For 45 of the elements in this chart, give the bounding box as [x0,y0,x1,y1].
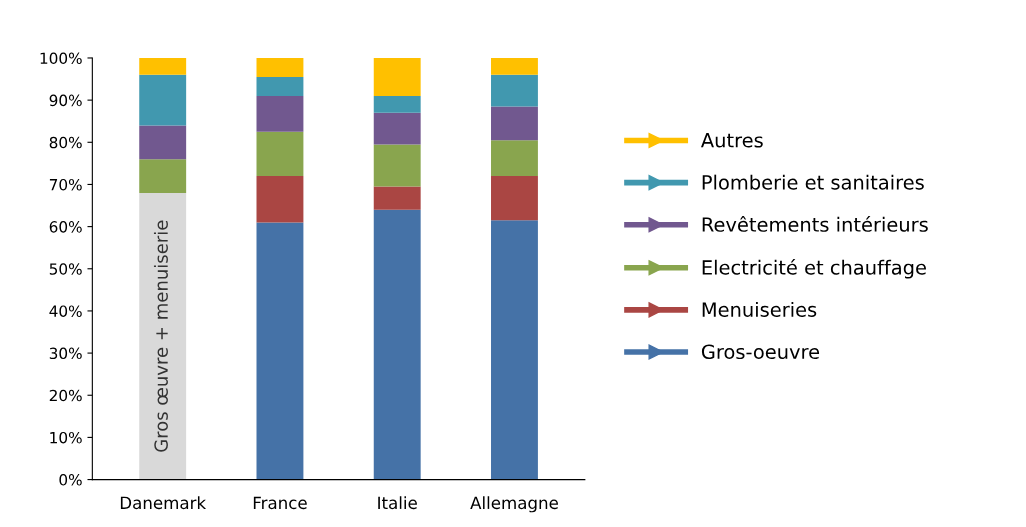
x-tick-label: Italie [378,496,417,510]
y-tick-label: 90% [49,94,82,107]
legend-label: Revêtements intérieurs [702,216,928,232]
bar [256,222,304,480]
legend-label: Autres [700,133,763,148]
bar [491,57,538,75]
y-tick-label: 50% [49,263,82,275]
y-tick-label: 30% [49,347,82,360]
bar [256,57,304,77]
bar [491,140,538,177]
bar [139,192,187,480]
legend-label: Electricité et chauffage [702,258,926,279]
bar [139,74,187,126]
bar [256,131,304,177]
bar [373,57,421,96]
x-tick-label: Danemark [120,496,207,510]
y-tick-label: 100% [40,52,82,64]
bar [139,125,187,160]
bar [491,220,538,480]
bar [491,74,538,107]
bar [491,106,538,141]
bar [139,159,187,193]
legend-label: Menuiseries [702,301,817,317]
x-tick-label: Allemagne [470,496,558,513]
bar [373,95,421,113]
bar [256,76,304,96]
bar [373,112,421,145]
y-tick-label: 80% [49,136,82,149]
bar [491,176,538,221]
y-tick-label: 40% [49,305,82,317]
bar [256,95,304,132]
y-tick-label: 10% [50,431,82,444]
y-tick-label: 60% [49,221,82,233]
bar [373,144,421,187]
legend-label: Gros-oeuvre [701,344,820,360]
bar [139,57,187,75]
bar [373,209,421,480]
legend-label: Plomberie et sanitaires [702,174,924,190]
y-tick-label: 70% [49,178,82,191]
y-tick-label: 20% [49,389,82,402]
bar [373,186,421,210]
y-tick-label: 0% [59,474,82,486]
x-tick-label: France [253,496,307,510]
series-label: Gros œuvre + menuiserie [153,220,168,452]
bar [256,176,304,223]
